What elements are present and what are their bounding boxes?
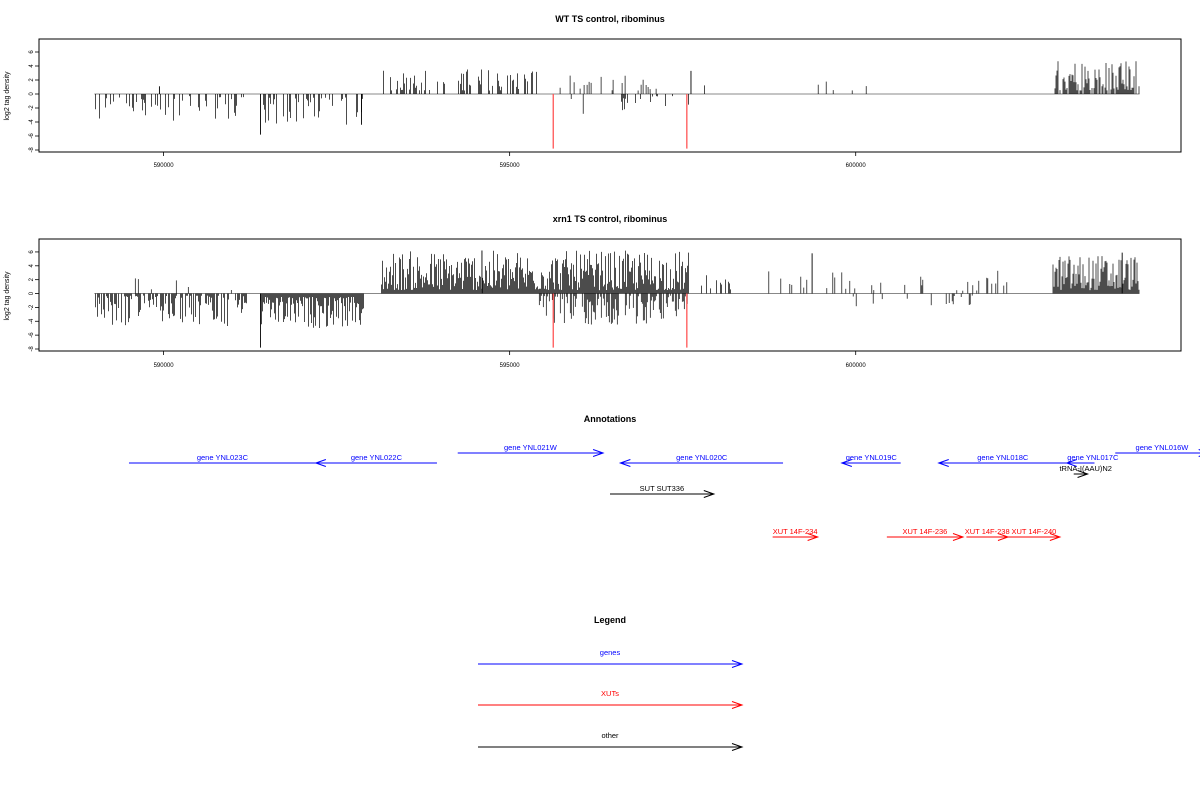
annotation-label: gene YNL023C	[197, 453, 249, 462]
xrn1-track-panel: xrn1 TS control, ribominus log2 tag dens…	[4, 214, 1182, 369]
y-tick-label: 0	[29, 92, 35, 96]
annotation-label: SUT SUT336	[640, 484, 684, 493]
annotation-feature: XUT 14F-236	[886, 527, 965, 541]
y-tick-label: 6	[29, 250, 35, 254]
y-tick-label: -4	[29, 318, 35, 324]
x-tick-label: 595000	[500, 363, 521, 369]
annotation-label: gene YNL018C	[977, 453, 1029, 462]
annotation-feature: gene YNL017C	[1065, 453, 1119, 467]
annotation-label: XUT 14F-238	[965, 527, 1010, 536]
y-tick-label: -4	[29, 119, 35, 125]
annotation-features: gene YNL023C gene YNL022C gene YNL021W gene…	[128, 443, 1200, 541]
y-tick-label: 4	[29, 263, 35, 267]
annotations-title: Annotations	[584, 414, 637, 424]
y-tick-label: -8	[29, 147, 35, 153]
xrn1-y-axis-label: log2 tag density	[4, 271, 11, 321]
xrn1-plot-area: -8 -6 -4 -2 0 2 4 6 590000 595000 600000	[29, 238, 1182, 369]
y-tick-label: -6	[29, 133, 35, 139]
annotation-feature: SUT SUT336	[610, 484, 716, 498]
y-tick-label: -2	[29, 105, 35, 111]
legend-label: other	[601, 731, 619, 740]
x-tick-label: 600000	[846, 363, 867, 369]
annotation-feature: tRNA-I(AAU)N2	[1059, 464, 1112, 478]
annotation-label: gene YNL021W	[504, 443, 558, 452]
annotation-label: gene YNL022C	[351, 453, 403, 462]
wt-y-axis-label: log2 tag density	[4, 71, 11, 121]
legend-title: Legend	[594, 615, 626, 625]
legend-entry: genes	[478, 648, 744, 668]
annotation-feature: gene YNL018C	[937, 453, 1067, 467]
annotation-label: gene YNL016W	[1136, 443, 1190, 452]
plot-frame	[38, 238, 1182, 352]
annotation-feature: gene YNL016W	[1115, 443, 1200, 457]
y-tick-label: -2	[29, 304, 35, 310]
legend-entries: genes XUTs other	[478, 648, 744, 751]
signal-bars	[95, 250, 1140, 348]
y-tick-label: -6	[29, 332, 35, 338]
y-tick-label: 2	[29, 78, 35, 82]
legend-entry: other	[478, 731, 744, 751]
y-tick-label: 2	[29, 277, 35, 281]
annotation-label: gene YNL020C	[676, 453, 728, 462]
y-tick-label: 4	[29, 64, 35, 68]
annotation-label: XUT 14F-240	[1011, 527, 1056, 536]
annotation-feature: XUT 14F-240	[1007, 527, 1062, 541]
y-tick-label: -8	[29, 346, 35, 352]
x-tick-label: 590000	[154, 363, 175, 369]
legend-label: XUTs	[601, 689, 619, 698]
annotation-feature: gene YNL020C	[618, 453, 784, 467]
annotation-feature: gene YNL022C	[314, 453, 437, 467]
legend-label: genes	[600, 648, 621, 657]
x-tick-label: 600000	[846, 163, 867, 169]
legend-entry: XUTs	[478, 689, 744, 709]
annotation-feature: gene YNL021W	[457, 443, 605, 457]
annotation-feature: gene YNL019C	[840, 453, 901, 467]
signal-bars	[95, 61, 1140, 149]
x-tick-label: 595000	[500, 163, 521, 169]
y-tick-label: 0	[29, 291, 35, 295]
annotation-feature: XUT 14F-238	[965, 527, 1010, 541]
annotation-label: gene YNL019C	[846, 453, 898, 462]
x-tick-label: 590000	[154, 163, 175, 169]
annotations-panel: Annotations gene YNL023C gene YNL022Cgene…	[128, 414, 1200, 541]
annotation-feature: gene YNL023C	[128, 453, 316, 464]
annotation-feature: XUT 14F-234	[772, 527, 820, 541]
legend-panel: Legend genes XUTs other	[478, 615, 744, 751]
wt-track-title: WT TS control, ribominus	[555, 14, 665, 24]
xrn1-track-title: xrn1 TS control, ribominus	[553, 214, 668, 224]
wt-track-panel: WT TS control, ribominus log2 tag densit…	[4, 14, 1182, 169]
annotation-label: XUT 14F-236	[902, 527, 947, 536]
plot-frame	[38, 38, 1182, 153]
wt-plot-area: -8 -6 -4 -2 0 2 4 6 590000 595000 600000	[29, 38, 1182, 169]
annotation-label: XUT 14F-234	[773, 527, 818, 536]
y-tick-label: 6	[29, 50, 35, 54]
annotation-label: gene YNL017C	[1067, 453, 1119, 462]
annotation-label: tRNA-I(AAU)N2	[1059, 464, 1112, 473]
